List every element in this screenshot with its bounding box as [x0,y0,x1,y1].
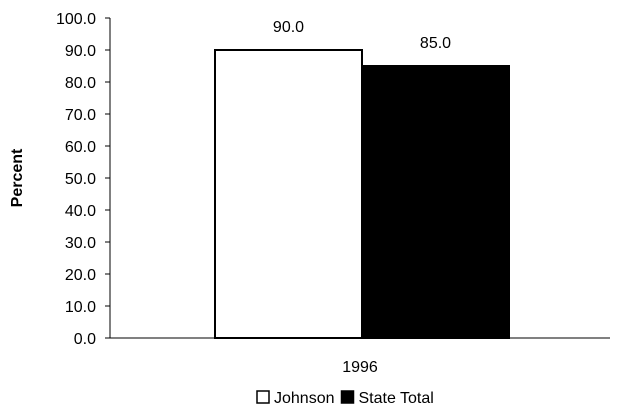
legend-label-johnson: Johnson [274,390,335,407]
bars [214,49,510,339]
y-tick-label: 0.0 [74,331,96,348]
y-tick-label: 100.0 [56,11,96,28]
data-label-state-total: 85.0 [420,35,451,52]
legend-swatch-state-total [340,390,355,404]
data-label-johnson: 90.0 [273,19,304,36]
y-tick-label: 80.0 [65,75,96,92]
legend: Johnson State Total [256,390,434,407]
category-labels: 1996 [342,359,378,376]
y-axis-label: Percent [9,148,26,207]
y-tick-label: 60.0 [65,139,96,156]
data-labels: 90.0 85.0 [273,19,451,52]
y-tick-label: 50.0 [65,171,96,188]
y-tick-label: 70.0 [65,107,96,124]
y-tick-label: 40.0 [65,203,96,220]
legend-label-state-total: State Total [359,390,434,407]
y-tick-label: 90.0 [65,43,96,60]
y-tick-label: 30.0 [65,235,96,252]
legend-swatch-johnson [256,390,270,404]
y-tick-label: 10.0 [65,299,96,316]
bar-state-total [361,65,510,339]
x-category-label: 1996 [342,359,378,376]
y-tick-label: 20.0 [65,267,96,284]
y-axis-ticks: 0.0 10.0 20.0 30.0 40.0 50.0 60.0 70.0 80.0 90.0 1… [56,11,110,348]
bar-johnson [214,49,363,339]
